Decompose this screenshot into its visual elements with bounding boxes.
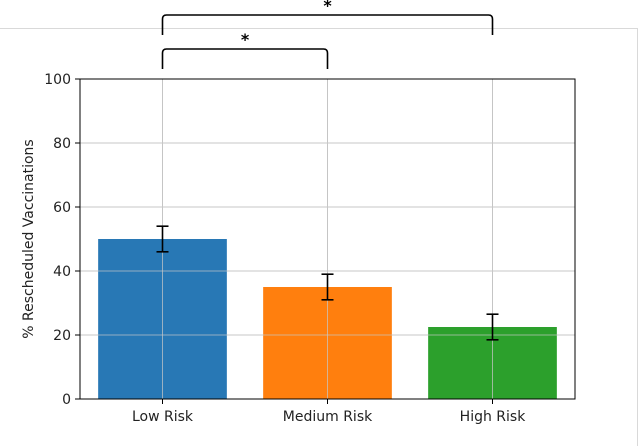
y-tick-label: 80	[53, 136, 71, 152]
y-tick-label: 40	[53, 264, 71, 280]
y-tick-label: 60	[53, 200, 71, 216]
y-tick-label: 100	[44, 72, 71, 88]
x-tick-label: Low Risk	[132, 409, 194, 425]
significance-marker: *	[241, 30, 250, 49]
error-bars	[156, 225, 499, 341]
significance-brackets: **	[161, 0, 494, 69]
y-tick-label: 20	[53, 328, 71, 344]
significance-bracket	[161, 48, 329, 69]
y-axis-label: % Rescheduled Vaccinations	[21, 139, 37, 338]
bar-series	[80, 78, 575, 400]
significance-marker: *	[323, 0, 332, 15]
axes: 0 20 40 60 80 100 Low Risk Medium Risk High Risk	[44, 72, 526, 425]
x-tick-label: Medium Risk	[283, 409, 373, 425]
x-tick-label: High Risk	[460, 409, 527, 425]
significance-bracket	[161, 14, 494, 35]
y-tick-label: 0	[62, 392, 71, 408]
figure-frame	[0, 28, 638, 446]
